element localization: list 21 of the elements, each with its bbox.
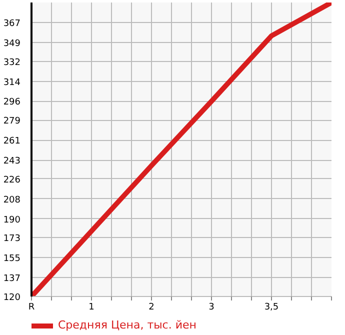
legend-label: Средняя Цена, тыс. йен: [58, 318, 196, 332]
x-tick-label: R: [28, 302, 35, 312]
x-tick-label: 1: [88, 302, 94, 312]
y-tick-label: 190: [3, 215, 21, 226]
x-tick-label: 2: [148, 302, 154, 312]
y-tick-label: 279: [3, 116, 21, 127]
y-tick-label: 226: [3, 175, 21, 186]
y-tick-label: 261: [3, 136, 21, 147]
y-tick-label: 137: [3, 274, 21, 284]
y-tick-label: 243: [3, 156, 21, 167]
y-tick-label: 332: [3, 58, 21, 68]
x-tick-label: 3,5: [264, 302, 279, 312]
y-tick-label: 367: [3, 18, 21, 29]
y-tick-label: 173: [3, 234, 21, 244]
y-tick-label: 314: [3, 78, 21, 88]
y-tick-label: 120: [3, 293, 21, 303]
y-tick-label: 296: [3, 98, 21, 108]
y-tick-label: 349: [3, 38, 21, 49]
x-tick-label: 3: [208, 302, 214, 312]
y-tick-label: 208: [3, 195, 21, 206]
y-tick-label: 155: [3, 254, 21, 264]
